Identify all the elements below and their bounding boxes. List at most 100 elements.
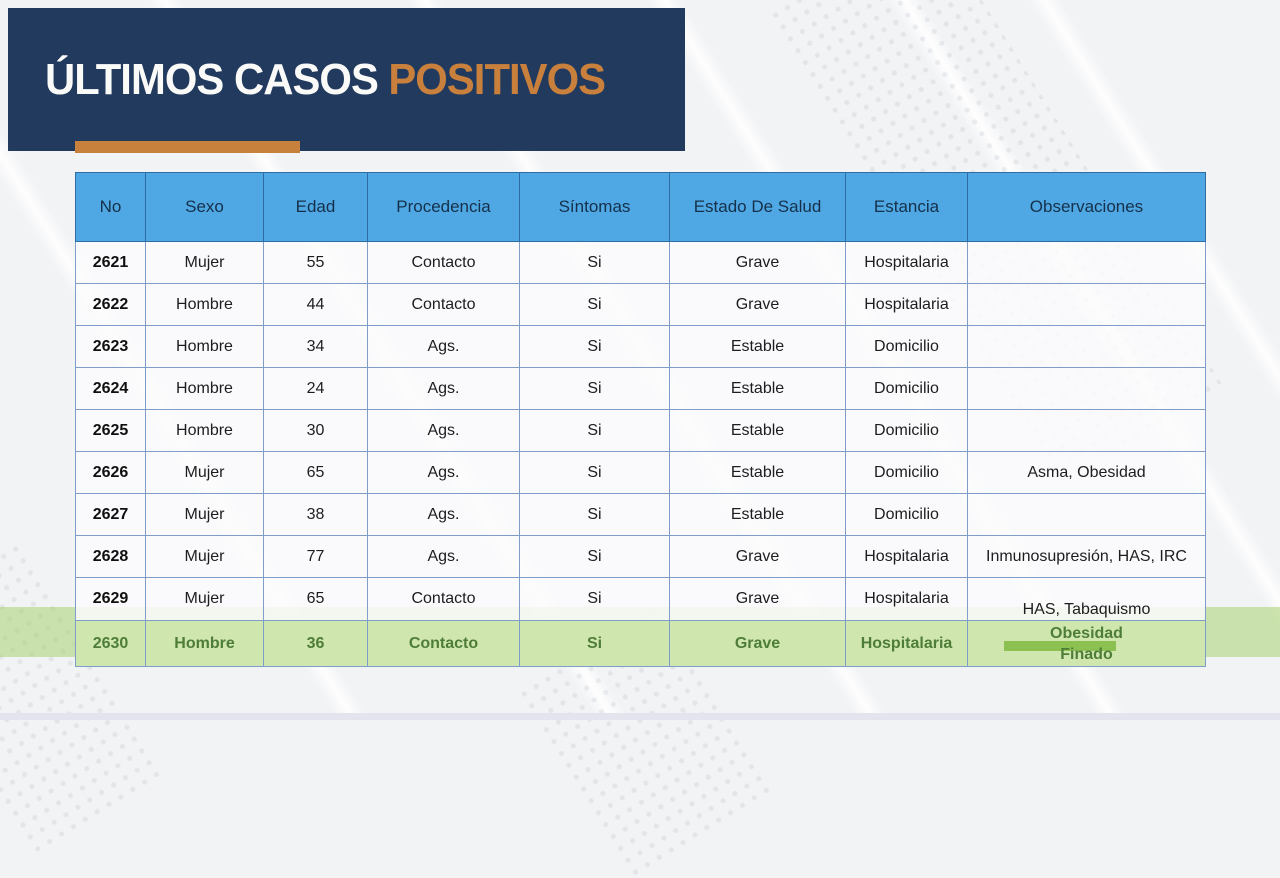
cell-estado_de_salud: Grave [669,283,846,326]
cell-observaciones [967,325,1206,368]
cell-observaciones [967,367,1206,410]
table-header-row: No Sexo Edad Procedencia Síntomas Estado De S… [75,172,1206,242]
cell-procedencia: Ags. [367,325,520,368]
cell-observaciones [967,241,1206,284]
cell-estancia: Domicilio [845,493,968,536]
cell-no: 2622 [75,283,146,326]
cell-procedencia: Contacto [367,241,520,284]
bottom-edge-strip [0,713,1280,720]
cell-sexo: Hombre [145,409,264,452]
cell-edad: 65 [263,451,368,494]
cell-edad: 30 [263,409,368,452]
cell-no: 2623 [75,325,146,368]
cell-estancia: Hospitalaria [845,620,968,667]
cell-sintomas: Si [519,620,670,667]
table-body: 2621 Mujer 55 Contacto Si Grave Hospitalaria 26… [75,241,1206,667]
table-row-2627: 2627 Mujer 38 Ags. Si Estable Domicilio [75,493,1206,536]
column-header-estado_de_salud: Estado De Salud [669,172,846,242]
cell-procedencia: Contacto [367,283,520,326]
green-marker-bar [1004,641,1116,651]
cell-no: 2627 [75,493,146,536]
column-header-observaciones: Observaciones [967,172,1206,242]
cell-estancia: Hospitalaria [845,577,968,621]
cell-procedencia: Ags. [367,451,520,494]
column-header-sintomas: Síntomas [519,172,670,242]
cell-sintomas: Si [519,241,670,284]
cell-sintomas: Si [519,325,670,368]
cell-edad: 55 [263,241,368,284]
cell-procedencia: Ags. [367,535,520,578]
cell-estado_de_salud: Grave [669,620,846,667]
cell-no: 2621 [75,241,146,284]
cell-estancia: Hospitalaria [845,283,968,326]
table-row-2625: 2625 Hombre 30 Ags. Si Estable Domicilio [75,409,1206,452]
cell-sintomas: Si [519,493,670,536]
column-header-procedencia: Procedencia [367,172,520,242]
column-header-edad: Edad [263,172,368,242]
cell-edad: 65 [263,577,368,621]
cell-estancia: Hospitalaria [845,241,968,284]
title-accent: POSITIVOS [388,54,606,104]
cell-estado_de_salud: Estable [669,493,846,536]
table-row-2629: 2629 Mujer 65 Contacto Si Grave Hospitalaria HA… [75,577,1206,621]
cell-sexo: Hombre [145,325,264,368]
cell-estado_de_salud: Estable [669,409,846,452]
cell-no: 2625 [75,409,146,452]
column-header-no: No [75,172,146,242]
table-row-2621: 2621 Mujer 55 Contacto Si Grave Hospitalaria [75,241,1206,284]
cell-edad: 77 [263,535,368,578]
title-banner: ÚLTIMOS CASOS POSITIVOS [8,8,685,151]
cell-sexo: Mujer [145,493,264,536]
cell-procedencia: Contacto [367,577,520,621]
cell-sexo: Hombre [145,283,264,326]
observation-line: Obesidad [1050,624,1123,642]
table-row-2628: 2628 Mujer 77 Ags. Si Grave Hospitalaria Inmuno… [75,535,1206,578]
cell-sexo: Mujer [145,535,264,578]
cell-sexo: Mujer [145,577,264,621]
table-row-2630: 2630 Hombre 36 Contacto Si Grave Hospitalaria O… [75,620,1206,667]
cell-observaciones: Asma, Obesidad [967,451,1206,494]
observation-line: Finado [1060,645,1113,663]
page-title: ÚLTIMOS CASOS POSITIVOS [45,54,606,105]
cell-estado_de_salud: Grave [669,535,846,578]
title-main: ÚLTIMOS CASOS [45,54,379,104]
cell-procedencia: Ags. [367,367,520,410]
cell-sintomas: Si [519,409,670,452]
table-row-2626: 2626 Mujer 65 Ags. Si Estable Domicilio Asma, O… [75,451,1206,494]
cell-sintomas: Si [519,367,670,410]
cell-sexo: Mujer [145,241,264,284]
cell-edad: 38 [263,493,368,536]
cell-procedencia: Ags. [367,493,520,536]
cell-estancia: Domicilio [845,325,968,368]
cell-estado_de_salud: Estable [669,451,846,494]
cell-sexo: Hombre [145,620,264,667]
cell-observaciones: Inmunosupresión, HAS, IRC [967,535,1206,578]
cell-observaciones: Obesidad Finado [967,620,1206,667]
cell-sintomas: Si [519,451,670,494]
cell-edad: 24 [263,367,368,410]
cell-observaciones [967,409,1206,452]
cell-sintomas: Si [519,577,670,621]
cell-edad: 34 [263,325,368,368]
cell-observaciones [967,493,1206,536]
cell-estancia: Domicilio [845,451,968,494]
cell-sexo: Hombre [145,367,264,410]
column-header-sexo: Sexo [145,172,264,242]
cell-estado_de_salud: Grave [669,577,846,621]
cell-estancia: Domicilio [845,409,968,452]
column-header-estancia: Estancia [845,172,968,242]
cell-no: 2628 [75,535,146,578]
cell-no: 2630 [75,620,146,667]
cell-observaciones [967,283,1206,326]
table-header: No Sexo Edad Procedencia Síntomas Estado De S… [75,172,1206,242]
cell-edad: 36 [263,620,368,667]
cell-estancia: Hospitalaria [845,535,968,578]
cases-table: No Sexo Edad Procedencia Síntomas Estado De S… [75,172,1206,667]
title-underline-bar [75,141,300,153]
table-row-2622: 2622 Hombre 44 Contacto Si Grave Hospitalaria [75,283,1206,326]
cell-estancia: Domicilio [845,367,968,410]
cell-estado_de_salud: Grave [669,241,846,284]
table-row-2623: 2623 Hombre 34 Ags. Si Estable Domicilio [75,325,1206,368]
cell-procedencia: Ags. [367,409,520,452]
